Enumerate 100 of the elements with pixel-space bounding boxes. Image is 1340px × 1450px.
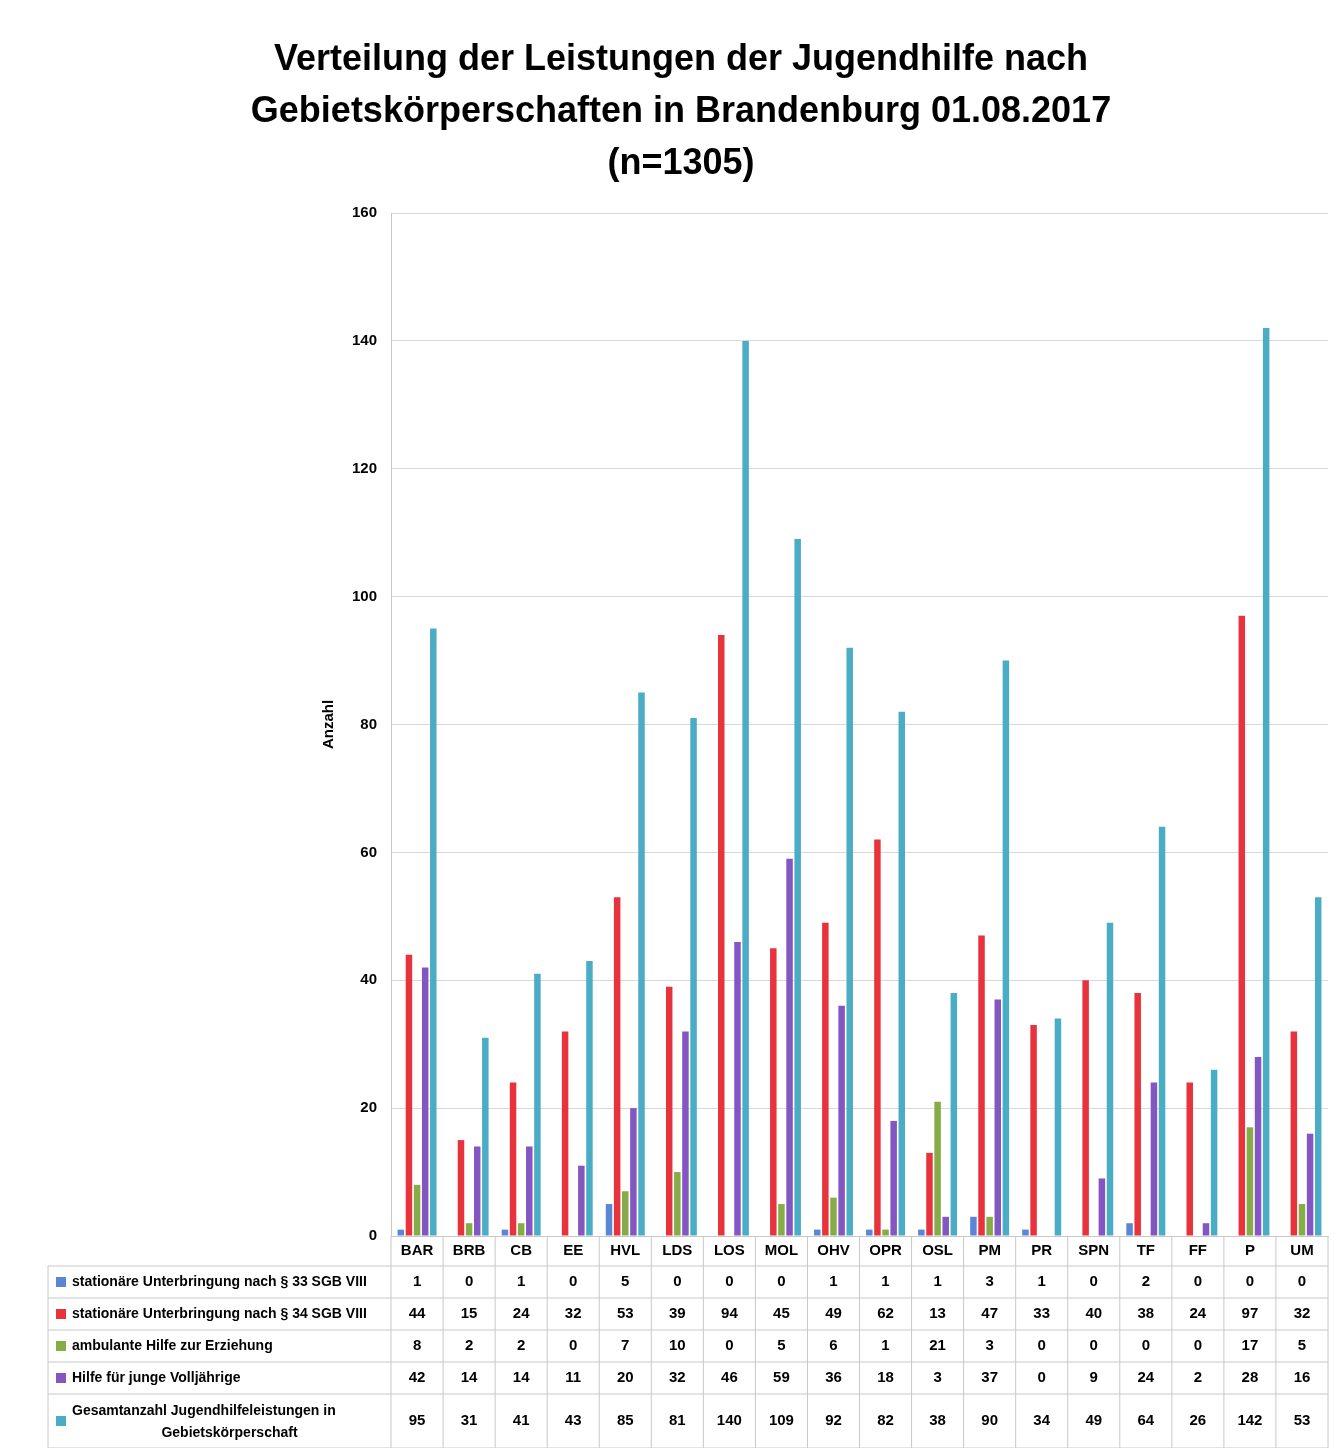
data-label: 32 <box>564 1304 582 1322</box>
bar <box>1246 1127 1254 1236</box>
bar <box>986 1216 993 1236</box>
bar <box>1022 1229 1029 1236</box>
bar <box>1186 1082 1193 1236</box>
data-label: 42 <box>408 1368 426 1386</box>
data-label: 2 <box>464 1336 474 1354</box>
data-label: 1 <box>829 1272 838 1290</box>
data-label: 1 <box>412 1272 422 1290</box>
bar <box>421 967 429 1236</box>
data-label: 49 <box>1085 1411 1103 1429</box>
x-tick-label: LOS <box>713 1241 745 1259</box>
x-tick-label: UM <box>1290 1241 1314 1259</box>
bar <box>586 961 593 1236</box>
data-label: 1 <box>516 1272 526 1290</box>
data-label: 140 <box>716 1411 742 1429</box>
data-label: 90 <box>981 1411 998 1429</box>
bar <box>814 1229 821 1236</box>
bar <box>926 1152 933 1236</box>
chart-title: Verteilung der Leistungen der Jugendhilfe nach Gebietskörperschaften in Brandenburg 01.08.2017 (n=1305) <box>250 36 1112 182</box>
x-tick-label: SPN <box>1078 1241 1110 1259</box>
bar <box>1158 826 1166 1236</box>
x-tick-label: FF <box>1188 1241 1208 1259</box>
data-label: 81 <box>668 1411 686 1429</box>
data-label: 97 <box>1241 1304 1259 1322</box>
bar <box>501 1229 509 1236</box>
data-label: 32 <box>668 1368 686 1386</box>
bar <box>1150 1082 1158 1236</box>
x-tick-label: OSL <box>922 1241 954 1259</box>
y-tick-label: 0 <box>368 1226 378 1244</box>
bar <box>778 1204 785 1236</box>
bar <box>718 634 725 1236</box>
bar <box>674 1172 681 1236</box>
data-label: 62 <box>877 1304 894 1322</box>
bar <box>794 539 801 1236</box>
bar <box>561 1031 569 1236</box>
bar <box>1054 1018 1062 1236</box>
bar <box>742 340 749 1236</box>
data-label: 0 <box>777 1272 786 1290</box>
bar <box>874 839 881 1236</box>
bar <box>605 1204 613 1236</box>
bar <box>950 993 958 1236</box>
data-label: 0 <box>1089 1336 1098 1354</box>
bar <box>1306 1133 1314 1236</box>
x-tick-label: HVL <box>610 1241 641 1259</box>
bar <box>638 692 645 1236</box>
data-label: 18 <box>877 1368 894 1386</box>
data-label: 1 <box>881 1272 890 1290</box>
x-tick-label: OHV <box>817 1241 850 1259</box>
data-label: 26 <box>1189 1411 1207 1429</box>
legend-label: stationäre Unterbringung nach § 33 SGB VIII <box>72 1272 367 1289</box>
data-label: 38 <box>1137 1304 1155 1322</box>
data-label: 34 <box>1033 1411 1051 1429</box>
data-label: 10 <box>668 1336 686 1354</box>
bar <box>430 628 437 1236</box>
legend-label: Gesamtanzahl Jugendhilfeleistungen in Gebietskörperschaft <box>72 1401 336 1440</box>
bar <box>457 1140 465 1236</box>
bar <box>465 1223 473 1236</box>
data-label: 3 <box>933 1368 942 1386</box>
y-tick-label: 120 <box>352 458 378 476</box>
data-label: 2 <box>1193 1368 1203 1386</box>
bar <box>866 1229 873 1236</box>
data-label: 16 <box>1293 1368 1311 1386</box>
bar <box>473 1146 481 1236</box>
bar <box>970 1216 977 1236</box>
data-label: 5 <box>1297 1336 1307 1354</box>
bar <box>517 1223 525 1236</box>
bar <box>1098 1178 1106 1236</box>
data-label: 53 <box>616 1304 634 1322</box>
data-label: 32 <box>1293 1304 1311 1322</box>
data-label: 2 <box>1141 1272 1150 1290</box>
bar <box>509 1082 517 1236</box>
data-label: 24 <box>1137 1368 1155 1386</box>
bar <box>622 1191 629 1236</box>
bar <box>1002 660 1010 1236</box>
data-label: 0 <box>1141 1336 1150 1354</box>
data-label: 33 <box>1033 1304 1051 1322</box>
bar <box>630 1108 637 1236</box>
x-tick-label: OPR <box>869 1241 902 1259</box>
data-label: 39 <box>668 1304 686 1322</box>
data-label: 0 <box>1245 1272 1255 1290</box>
data-label: 0 <box>569 1272 578 1290</box>
legend-label: ambulante Hilfe zur Erziehung <box>72 1336 273 1353</box>
bar <box>413 1184 421 1236</box>
data-label: 94 <box>721 1304 739 1322</box>
data-label: 2 <box>516 1336 526 1354</box>
bar <box>830 1197 837 1236</box>
bar <box>1262 328 1270 1236</box>
bar <box>1210 1069 1218 1236</box>
bar <box>665 986 673 1236</box>
data-label: 95 <box>408 1411 426 1429</box>
data-label: 142 <box>1237 1411 1263 1429</box>
data-label: 0 <box>464 1272 474 1290</box>
data-label: 37 <box>981 1368 998 1386</box>
data-label: 49 <box>825 1304 842 1322</box>
bar <box>898 711 906 1236</box>
data-label: 8 <box>412 1336 422 1354</box>
data-label: 0 <box>1193 1272 1203 1290</box>
bar <box>770 948 777 1236</box>
data-label: 28 <box>1241 1368 1259 1386</box>
